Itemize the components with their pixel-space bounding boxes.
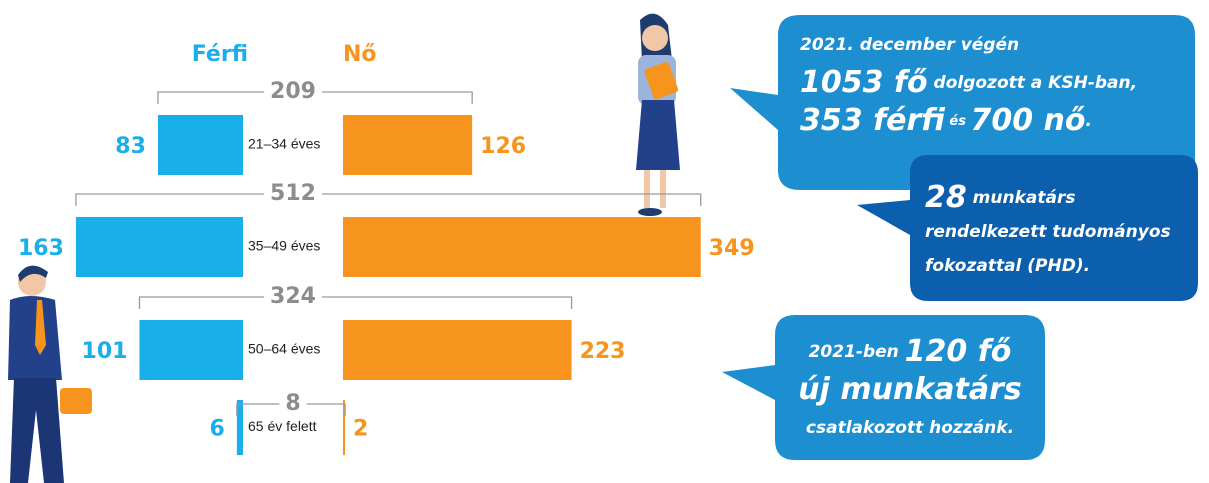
- bracket: [138, 296, 573, 309]
- total-label: 8: [285, 391, 300, 416]
- annotation-text: 2021. december végén: [800, 35, 1019, 55]
- value-label: 223: [580, 339, 626, 364]
- annotation-line: 1053 fő dolgozott a KSH-ban,: [800, 65, 1137, 100]
- annotation-line: csatlakozott hozzánk.: [806, 418, 1014, 438]
- total-label: 209: [270, 79, 316, 104]
- annotation-text: 120 fő: [905, 334, 1012, 369]
- annotation-text: csatlakozott hozzánk.: [806, 418, 1014, 438]
- annotation-line: új munkatárs: [798, 372, 1022, 407]
- bar: [343, 320, 572, 380]
- annotation-text: 353 férfi: [800, 103, 945, 138]
- category-label: 50–64 éves: [248, 341, 320, 357]
- legend-label: Nő: [343, 42, 377, 67]
- annotation-line: fokozattal (PHD).: [925, 256, 1090, 276]
- total-label-bg: [264, 79, 322, 104]
- value-label: 126: [480, 134, 526, 159]
- bubble: [857, 155, 1198, 301]
- total-label: 512: [270, 181, 316, 206]
- total-label-bg: [264, 181, 322, 206]
- bar: [343, 115, 473, 175]
- annotation-text: 1053 fő: [800, 65, 928, 100]
- annotation-line: 353 férfi és 700 nő.: [800, 103, 1092, 138]
- annotation-text: és: [945, 114, 971, 129]
- annotation-text: 2021-ben: [809, 342, 905, 362]
- bar: [343, 400, 346, 455]
- annotation-line: 2021-ben 120 fő: [809, 334, 1012, 369]
- category-label: 35–49 éves: [248, 238, 320, 254]
- annotation-text: rendelkezett tudományos: [925, 222, 1171, 242]
- annotation-text: munkatárs: [967, 188, 1076, 208]
- annotation-line: 28 munkatárs: [925, 180, 1075, 215]
- total-label: 324: [270, 284, 316, 309]
- annotation-text: .: [1086, 111, 1092, 131]
- bar: [157, 115, 243, 175]
- bar: [236, 400, 243, 455]
- category-label: 21–34 éves: [248, 136, 320, 152]
- woman-figure: [636, 13, 680, 216]
- bar: [139, 320, 243, 380]
- value-label: 101: [82, 339, 128, 364]
- man-figure: [8, 265, 92, 483]
- annotation-text: 700 nő: [970, 103, 1085, 138]
- value-label: 83: [115, 134, 146, 159]
- total-label-bg: [279, 391, 307, 416]
- bubble: [722, 315, 1045, 460]
- annotation-line: 2021. december végén: [800, 35, 1019, 55]
- annotation-text: 28: [925, 180, 967, 215]
- value-label: 349: [709, 236, 755, 261]
- annotation-line: rendelkezett tudományos: [925, 222, 1171, 242]
- annotation-text: dolgozott a KSH-ban,: [928, 73, 1137, 93]
- annotation-text: új munkatárs: [798, 372, 1022, 407]
- annotation-text: fokozattal (PHD).: [925, 256, 1090, 276]
- bar: [75, 217, 243, 277]
- bubble: [730, 15, 1195, 190]
- total-label-bg: [264, 284, 322, 309]
- value-label: 2: [353, 417, 368, 442]
- value-label: 163: [18, 236, 64, 261]
- bar: [343, 217, 701, 277]
- bracket: [75, 193, 702, 206]
- value-label: 6: [210, 417, 225, 442]
- category-label: 65 év felett: [248, 418, 317, 434]
- legend-label: Férfi: [192, 42, 248, 67]
